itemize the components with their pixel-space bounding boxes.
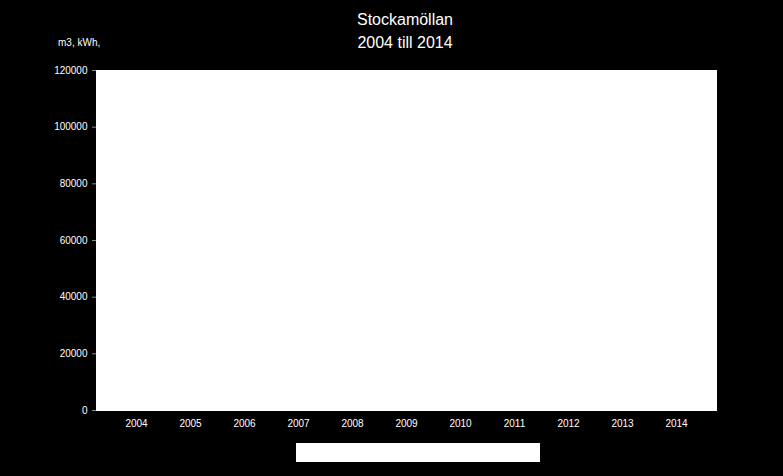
svg-text:40000: 40000 [60, 291, 88, 302]
svg-text:2009: 2009 [395, 418, 418, 429]
svg-text:80000: 80000 [60, 178, 88, 189]
svg-text:0: 0 [82, 405, 88, 416]
html-text:Stockamöllan: Stockamöllan [357, 11, 453, 28]
svg-text:100000: 100000 [54, 121, 88, 132]
svg-text:60000: 60000 [60, 235, 88, 246]
svg-text:2005: 2005 [179, 418, 202, 429]
svg-text:2011: 2011 [504, 418, 526, 429]
svg-text:2014: 2014 [665, 418, 688, 429]
html-text:m3, kWh,: m3, kWh, [58, 37, 101, 48]
svg-text:2004: 2004 [125, 418, 148, 429]
svg-text:2006: 2006 [233, 418, 256, 429]
html-text:2004 till 2014: 2004 till 2014 [357, 34, 453, 51]
svg-text:2007: 2007 [287, 418, 310, 429]
svg-text:2012: 2012 [557, 418, 580, 429]
svg-text:2010: 2010 [449, 418, 472, 429]
svg-text:2013: 2013 [611, 418, 634, 429]
svg-text:2008: 2008 [341, 418, 364, 429]
svg-text:120000: 120000 [54, 65, 88, 76]
svg-text:20000: 20000 [60, 348, 88, 359]
